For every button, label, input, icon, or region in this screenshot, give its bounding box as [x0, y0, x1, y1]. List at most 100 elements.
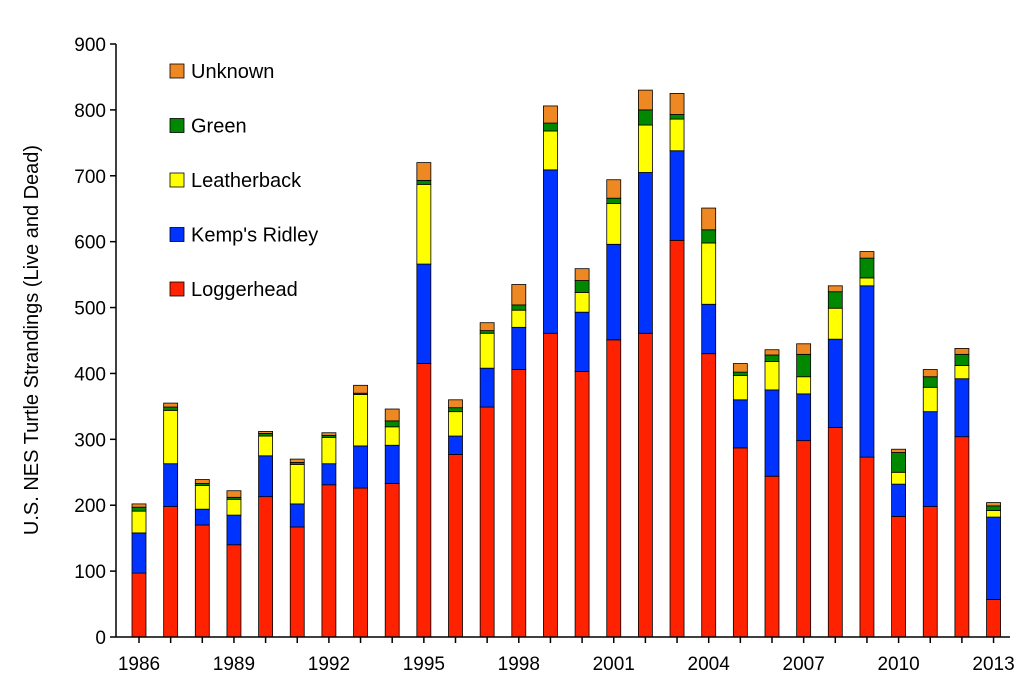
bar-segment-1989-s0: [226, 544, 242, 638]
bar-segment-2012-s2: [954, 365, 970, 380]
bar-segment-1991-s2: [289, 463, 305, 505]
bar-segment-2009-s0: [859, 456, 875, 638]
bar-segment-2010-s1: [891, 483, 906, 517]
legend-swatch-3: [169, 227, 185, 242]
bar-segment-1998-s0: [511, 369, 527, 638]
legend-label-3: Kemp's Ridley: [191, 225, 318, 247]
bar-segment-1990-s2: [258, 435, 274, 457]
bar-segment-2007-s0: [796, 440, 812, 638]
bar-segment-1999-s3: [543, 122, 558, 132]
bar-segment-2011-s3: [922, 376, 938, 388]
bar-segment-2000-s4: [574, 268, 590, 281]
bar-segment-2011-s4: [922, 369, 938, 378]
bar-segment-1992-s1: [321, 463, 337, 486]
bar-segment-1994-s0: [384, 483, 400, 638]
bar-segment-2006-s4: [764, 349, 780, 356]
y-tick-label-200: 200: [74, 496, 106, 517]
x-tick-label-1995: 1995: [403, 654, 445, 675]
bar-segment-1995-s3: [416, 179, 432, 185]
bar-segment-1999-s1: [543, 169, 558, 334]
legend: Unknown Green Leatherback Kemp's Ridley Logg…: [169, 61, 318, 301]
y-tick-label-300: 300: [74, 430, 106, 451]
bar-segment-2005-s0: [732, 447, 748, 638]
bar-segment-2001-s4: [606, 179, 622, 199]
bar-segment-2009-s2: [859, 277, 875, 287]
bar-segment-1990-s0: [258, 496, 274, 638]
y-tick-label-100: 100: [74, 562, 106, 583]
bar-segment-1995-s4: [416, 162, 432, 181]
bar-segment-2008-s1: [827, 338, 843, 428]
bar-segment-1997-s1: [479, 367, 495, 408]
bar-segment-2006-s2: [764, 361, 780, 391]
bar-segment-1987-s1: [163, 463, 179, 507]
bar-segment-2010-s3: [891, 452, 906, 473]
x-tick-label-2010: 2010: [877, 654, 919, 675]
bar-segment-1990-s4: [258, 431, 274, 434]
bar-segment-2010-s2: [891, 471, 906, 485]
x-tick-label-2004: 2004: [688, 654, 731, 675]
bar-segment-2005-s2: [732, 375, 748, 401]
bar-segment-2003-s2: [669, 118, 685, 152]
bar-segment-1999-s0: [543, 332, 558, 638]
x-tick-label-2013: 2013: [972, 654, 1014, 675]
bar-segment-2002-s3: [638, 109, 653, 126]
bar-segment-2003-s1: [669, 150, 685, 241]
bar-segment-2004-s3: [701, 229, 717, 244]
bar-segment-1987-s3: [163, 406, 179, 411]
bar-segment-2001-s2: [606, 203, 622, 245]
bar-segment-1989-s2: [226, 498, 242, 516]
bar-segment-1986-s2: [131, 510, 147, 534]
bar-segment-2004-s1: [701, 303, 717, 355]
bar-segment-2002-s1: [638, 172, 653, 334]
bar-segment-2012-s4: [954, 348, 970, 355]
bar-segment-2013-s2: [986, 510, 1001, 518]
bar-segment-1991-s1: [289, 503, 305, 528]
bar-segment-2011-s1: [922, 411, 938, 507]
bar-segment-2012-s0: [954, 436, 970, 638]
bar-segment-1998-s1: [511, 326, 527, 370]
y-tick-label-600: 600: [74, 233, 106, 254]
bar-segment-1994-s1: [384, 444, 400, 484]
bar-segment-2013-s4: [986, 502, 1001, 507]
bar-segment-1993-s2: [353, 394, 368, 447]
bar-segment-2001-s1: [606, 243, 622, 341]
bar-segment-2004-s2: [701, 242, 717, 305]
bar-segment-2009-s3: [859, 257, 875, 279]
bar-segment-1995-s2: [416, 183, 432, 265]
bar-segment-2002-s2: [638, 124, 653, 173]
bar-segment-1992-s0: [321, 484, 337, 638]
axes-layer: 0 100 200 300 400 500 600 700 800 900 1986 1989 1992…: [74, 35, 1014, 675]
legend-swatch-1: [169, 118, 185, 133]
bar-segment-2003-s3: [669, 114, 685, 120]
bar-segment-2003-s4: [669, 93, 685, 115]
bar-segment-2001-s0: [606, 339, 622, 638]
y-tick-label-700: 700: [74, 167, 106, 188]
bar-segment-1996-s3: [448, 407, 463, 413]
bar-segment-2008-s3: [827, 291, 843, 309]
bar-segment-1988-s4: [194, 479, 210, 484]
bar-segment-1986-s4: [131, 503, 147, 508]
bar-segment-1986-s3: [131, 506, 147, 512]
bar-segment-2006-s3: [764, 354, 780, 362]
bar-segment-2006-s0: [764, 475, 780, 638]
bar-segment-2000-s3: [574, 280, 590, 293]
bar-segment-1989-s4: [226, 490, 242, 498]
x-tick-label-1989: 1989: [213, 654, 255, 675]
bar-segment-2006-s1: [764, 389, 780, 477]
legend-label-0: Unknown: [191, 61, 274, 83]
bar-segment-1998-s4: [511, 284, 527, 306]
bar-segment-2013-s0: [986, 599, 1001, 638]
bar-segment-1993-s0: [353, 487, 368, 638]
bar-segment-2004-s0: [701, 353, 717, 638]
bar-segment-2005-s1: [732, 399, 748, 449]
legend-swatch-0: [169, 63, 185, 79]
bar-segment-1996-s1: [448, 435, 463, 455]
bar-segment-1987-s4: [163, 402, 179, 408]
bar-segment-1992-s4: [321, 432, 337, 436]
bar-segment-1991-s4: [289, 458, 305, 463]
bar-segment-1991-s0: [289, 526, 305, 638]
bar-segment-2008-s2: [827, 307, 843, 340]
bar-segment-2000-s2: [574, 292, 590, 313]
bar-segment-2007-s1: [796, 393, 812, 442]
